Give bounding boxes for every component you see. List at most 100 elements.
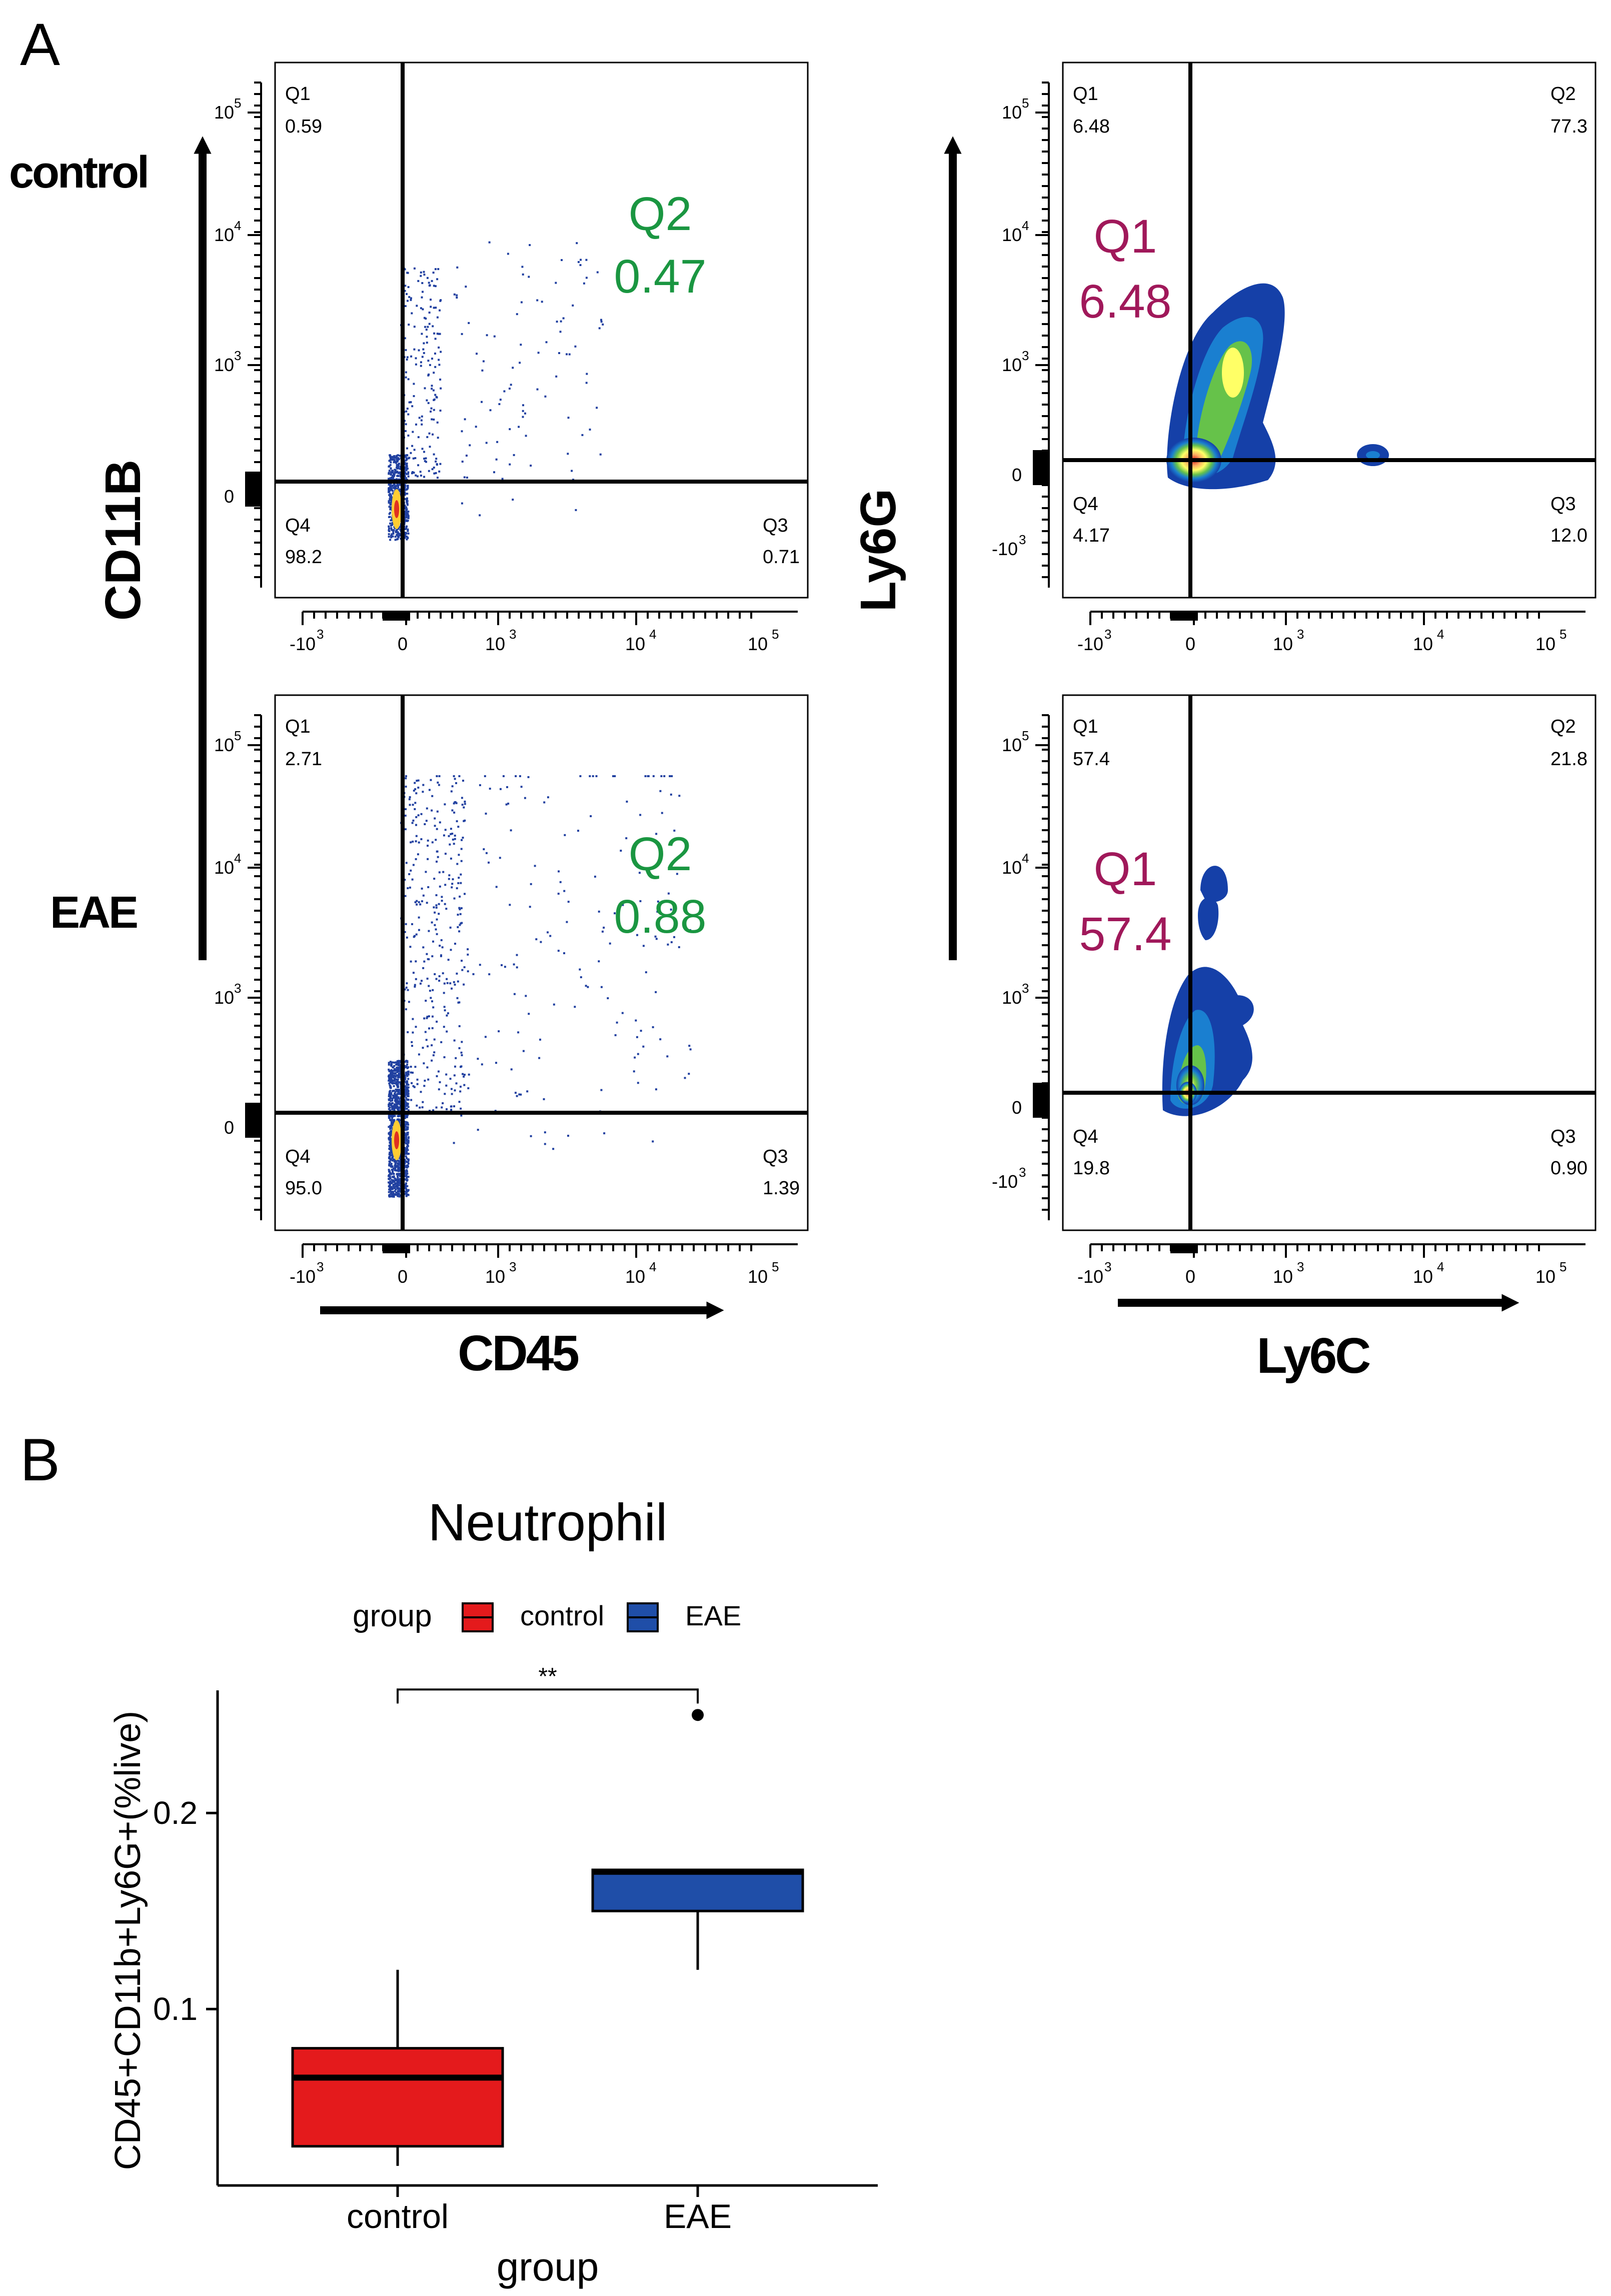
q2-highlight-label: Q2	[629, 188, 692, 241]
y-tick-label: 0	[1012, 465, 1022, 485]
y-tick-label-neg: -10	[992, 539, 1018, 559]
y-tick-exponent: 3	[1022, 348, 1029, 363]
y-tick-label: 10	[214, 857, 234, 878]
x-tick-label: 10	[485, 634, 505, 654]
legend-title: group	[353, 1599, 432, 1633]
q3-label: Q3	[1550, 494, 1576, 515]
x-tick-exponent: 5	[772, 1259, 779, 1274]
y-tick-label: 0	[224, 1117, 234, 1138]
x-tick-label: -10	[1077, 1266, 1103, 1287]
x-tick-label: -10	[290, 634, 316, 654]
q4-value: 4.17	[1073, 525, 1110, 546]
right-y-axis-label: Ly6G	[850, 489, 906, 612]
x-tick-label: 10	[1535, 1266, 1555, 1287]
x-tick-label: 10	[748, 634, 768, 654]
row-label-eae: EAE	[50, 888, 137, 938]
x-tick-label: 10	[1535, 634, 1555, 654]
q2-value: 77.3	[1550, 116, 1587, 137]
y-tick-exponent: 3	[234, 348, 241, 363]
legend-key-eae	[627, 1602, 659, 1632]
q4-value: 98.2	[285, 547, 322, 568]
left-y-axis-label: CD11B	[95, 460, 151, 621]
q4-label: Q4	[285, 1146, 311, 1167]
y-tick-label: 0	[1012, 1097, 1022, 1118]
legend-label-eae: EAE	[685, 1600, 741, 1631]
q1-label: Q1	[1073, 716, 1098, 737]
scatter-dots	[388, 241, 604, 541]
y-tick-exponent: 4	[234, 851, 241, 866]
y-tick-label: 10	[214, 102, 234, 123]
significance-bracket: **	[397, 1663, 699, 1704]
significance-label: **	[538, 1663, 557, 1690]
neutrophil-boxplot: Neutrophil group control EAE 0.1 0.2 contr…	[108, 1493, 878, 2289]
q1-highlight-label: Q1	[1094, 210, 1157, 263]
q3-label: Q3	[763, 1146, 788, 1167]
x-tick-label: 0	[1185, 1266, 1195, 1287]
q4-value: 19.8	[1073, 1158, 1110, 1179]
q4-label: Q4	[1073, 1126, 1098, 1147]
q1-label: Q1	[285, 84, 311, 105]
q3-label: Q3	[1550, 1126, 1576, 1147]
q3-value: 1.39	[763, 1178, 800, 1199]
left-x-axis-label: CD45	[458, 1325, 578, 1381]
y-axis-ticks: 10 510 410 30	[214, 714, 262, 1220]
q2-highlight-label: Q2	[629, 828, 692, 881]
q2-value: 21.8	[1550, 749, 1587, 770]
y-axis-ticks: 10 510 410 30	[214, 82, 262, 588]
x-tick-label: 10	[1273, 1266, 1293, 1287]
x-tick-exponent: 4	[649, 1259, 656, 1274]
q2-label: Q2	[1550, 84, 1576, 105]
x-tick-label: 0	[398, 634, 408, 654]
x-tick-exponent: 5	[1559, 1259, 1566, 1274]
legend-label-control: control	[520, 1600, 604, 1631]
x-tick-exponent: 3	[317, 1259, 324, 1274]
x-tick-label: EAE	[664, 2197, 732, 2235]
x-axis-ticks: -10 3 0 10 3 10 4 10 5	[1077, 1243, 1585, 1287]
q3-value: 12.0	[1550, 525, 1587, 546]
plot-frame	[1062, 62, 1596, 599]
q1-highlight-value: 57.4	[1079, 908, 1172, 961]
y-tick-exponent: 3	[1022, 981, 1029, 996]
density-contour	[1162, 866, 1254, 1116]
x-tick-exponent: 4	[1437, 627, 1444, 642]
boxplot-title: Neutrophil	[428, 1493, 668, 1552]
q3-value: 0.71	[763, 547, 800, 568]
plot-frame	[1062, 694, 1596, 1231]
y-tick-label: 10	[1002, 735, 1022, 755]
y-tick-label: 0.2	[153, 1795, 198, 1831]
plot-frame	[274, 62, 809, 599]
density-peak	[394, 500, 399, 518]
q1-label: Q1	[1073, 84, 1098, 105]
y-tick-label: 0	[224, 486, 234, 507]
x-tick-exponent: 3	[1297, 1259, 1304, 1274]
x-tick-exponent: 5	[772, 627, 779, 642]
plot-frame	[274, 694, 809, 1231]
boxplot-y-title: CD45+CD11b+Ly6G+(%live)	[108, 1711, 148, 2170]
y-tick-exponent: 5	[234, 728, 241, 743]
y-tick-label: 10	[1002, 355, 1022, 375]
q3-value: 0.90	[1550, 1158, 1587, 1179]
x-tick-label: control	[347, 2197, 449, 2235]
x-tick-exponent: 3	[317, 627, 324, 642]
q1-highlight-value: 6.48	[1079, 275, 1172, 328]
q1-value: 2.71	[285, 749, 322, 770]
x-axis-ticks: -10 3 0 10 3 10 4 10 5	[1077, 611, 1585, 654]
x-tick-label: 10	[625, 1266, 645, 1287]
box-eae	[591, 1709, 804, 1970]
x-tick-exponent: 4	[649, 627, 656, 642]
x-tick-label: 10	[625, 634, 645, 654]
q1-label: Q1	[285, 716, 311, 737]
x-axis-ticks: -10 3 0 10 3 10 4 10 5	[290, 611, 798, 654]
y-tick-exponent: 4	[1022, 851, 1029, 866]
panel-a-label: A	[20, 11, 60, 78]
y-tick-label: 10	[1002, 857, 1022, 878]
y-tick-label-neg: -10	[992, 1171, 1018, 1192]
q1-value: 57.4	[1073, 749, 1110, 770]
y-tick-label: 10	[1002, 225, 1022, 245]
box-iqr	[591, 1868, 804, 1912]
x-tick-label: -10	[1077, 634, 1103, 654]
x-axis-ticks: -10 3 0 10 3 10 4 10 5	[290, 1243, 798, 1287]
